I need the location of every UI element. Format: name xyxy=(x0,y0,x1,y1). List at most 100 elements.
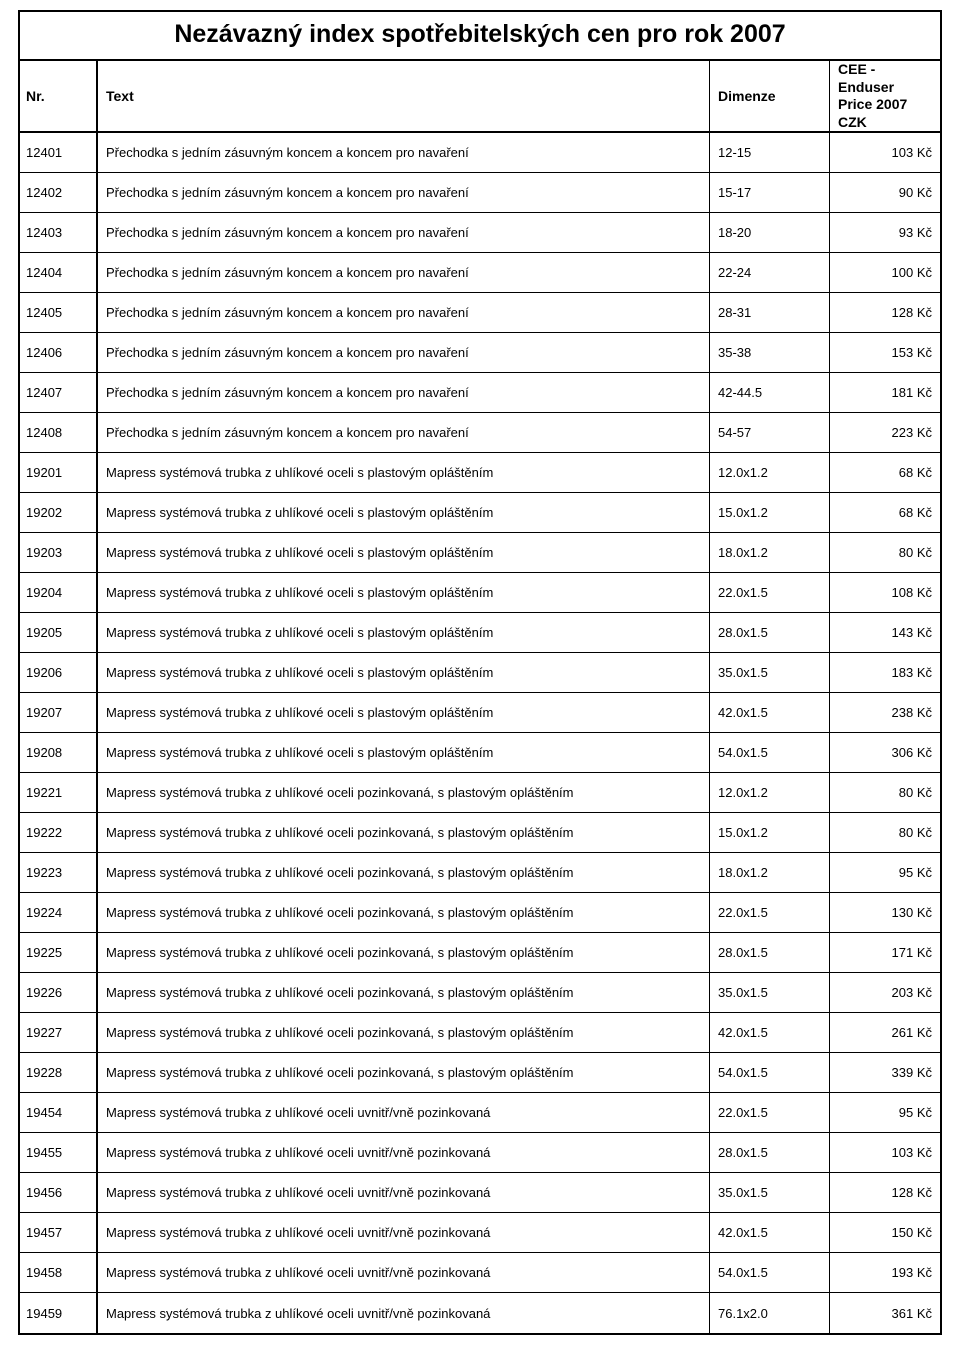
cell-dim: 15.0x1.2 xyxy=(710,493,830,532)
cell-price: 306 Kč xyxy=(830,733,940,772)
table-row: 19457Mapress systémová trubka z uhlíkové… xyxy=(20,1213,940,1253)
cell-nr: 19225 xyxy=(20,933,98,972)
cell-dim: 28.0x1.5 xyxy=(710,613,830,652)
cell-nr: 19457 xyxy=(20,1213,98,1252)
cell-dim: 42.0x1.5 xyxy=(710,1013,830,1052)
cell-text: Přechodka s jedním zásuvným koncem a kon… xyxy=(98,133,710,172)
cell-dim: 22.0x1.5 xyxy=(710,573,830,612)
cell-price: 100 Kč xyxy=(830,253,940,292)
cell-nr: 19208 xyxy=(20,733,98,772)
cell-nr: 19227 xyxy=(20,1013,98,1052)
table-row: 19223Mapress systémová trubka z uhlíkové… xyxy=(20,853,940,893)
table-header: Nr. Text Dimenze CEE - Enduser Price 200… xyxy=(20,61,940,133)
page-title: Nezávazný index spotřebitelských cen pro… xyxy=(20,20,940,49)
cell-price: 183 Kč xyxy=(830,653,940,692)
cell-nr: 19459 xyxy=(20,1293,98,1333)
table-row: 19227Mapress systémová trubka z uhlíkové… xyxy=(20,1013,940,1053)
cell-dim: 22.0x1.5 xyxy=(710,893,830,932)
cell-text: Přechodka s jedním zásuvným koncem a kon… xyxy=(98,253,710,292)
cell-dim: 15-17 xyxy=(710,173,830,212)
cell-nr: 19221 xyxy=(20,773,98,812)
cell-nr: 19204 xyxy=(20,573,98,612)
header-price: CEE - Enduser Price 2007 CZK xyxy=(830,61,940,131)
cell-price: 261 Kč xyxy=(830,1013,940,1052)
table-row: 19222Mapress systémová trubka z uhlíkové… xyxy=(20,813,940,853)
cell-text: Přechodka s jedním zásuvným koncem a kon… xyxy=(98,213,710,252)
cell-price: 361 Kč xyxy=(830,1293,940,1333)
cell-nr: 19222 xyxy=(20,813,98,852)
cell-text: Mapress systémová trubka z uhlíkové ocel… xyxy=(98,693,710,732)
cell-price: 95 Kč xyxy=(830,853,940,892)
cell-dim: 28.0x1.5 xyxy=(710,933,830,972)
cell-dim: 35.0x1.5 xyxy=(710,973,830,1012)
header-dim: Dimenze xyxy=(710,61,830,131)
cell-text: Přechodka s jedním zásuvným koncem a kon… xyxy=(98,373,710,412)
table-row: 19202Mapress systémová trubka z uhlíkové… xyxy=(20,493,940,533)
cell-nr: 19205 xyxy=(20,613,98,652)
cell-text: Mapress systémová trubka z uhlíkové ocel… xyxy=(98,1053,710,1092)
cell-dim: 15.0x1.2 xyxy=(710,813,830,852)
cell-dim: 54-57 xyxy=(710,413,830,452)
cell-text: Mapress systémová trubka z uhlíkové ocel… xyxy=(98,813,710,852)
cell-dim: 35-38 xyxy=(710,333,830,372)
cell-dim: 54.0x1.5 xyxy=(710,1253,830,1292)
cell-nr: 12401 xyxy=(20,133,98,172)
table-row: 12401Přechodka s jedním zásuvným koncem … xyxy=(20,133,940,173)
cell-price: 90 Kč xyxy=(830,173,940,212)
cell-price: 150 Kč xyxy=(830,1213,940,1252)
table-row: 19228Mapress systémová trubka z uhlíkové… xyxy=(20,1053,940,1093)
cell-dim: 22.0x1.5 xyxy=(710,1093,830,1132)
cell-nr: 19456 xyxy=(20,1173,98,1212)
cell-price: 108 Kč xyxy=(830,573,940,612)
table-row: 12407Přechodka s jedním zásuvným koncem … xyxy=(20,373,940,413)
cell-price: 95 Kč xyxy=(830,1093,940,1132)
cell-price: 171 Kč xyxy=(830,933,940,972)
cell-price: 223 Kč xyxy=(830,413,940,452)
cell-nr: 19228 xyxy=(20,1053,98,1092)
cell-dim: 18-20 xyxy=(710,213,830,252)
cell-nr: 12404 xyxy=(20,253,98,292)
table-row: 19207Mapress systémová trubka z uhlíkové… xyxy=(20,693,940,733)
cell-price: 68 Kč xyxy=(830,453,940,492)
cell-price: 80 Kč xyxy=(830,533,940,572)
cell-price: 80 Kč xyxy=(830,813,940,852)
cell-nr: 19226 xyxy=(20,973,98,1012)
cell-dim: 54.0x1.5 xyxy=(710,1053,830,1092)
cell-dim: 18.0x1.2 xyxy=(710,533,830,572)
cell-price: 193 Kč xyxy=(830,1253,940,1292)
table-row: 12408Přechodka s jedním zásuvným koncem … xyxy=(20,413,940,453)
cell-price: 128 Kč xyxy=(830,1173,940,1212)
cell-price: 238 Kč xyxy=(830,693,940,732)
table-row: 12402Přechodka s jedním zásuvným koncem … xyxy=(20,173,940,213)
cell-text: Mapress systémová trubka z uhlíkové ocel… xyxy=(98,1253,710,1292)
cell-text: Mapress systémová trubka z uhlíkové ocel… xyxy=(98,613,710,652)
cell-dim: 28.0x1.5 xyxy=(710,1133,830,1172)
cell-price: 93 Kč xyxy=(830,213,940,252)
cell-price: 128 Kč xyxy=(830,293,940,332)
cell-dim: 42.0x1.5 xyxy=(710,1213,830,1252)
table-row: 19225Mapress systémová trubka z uhlíkové… xyxy=(20,933,940,973)
cell-text: Mapress systémová trubka z uhlíkové ocel… xyxy=(98,933,710,972)
table-row: 19455Mapress systémová trubka z uhlíkové… xyxy=(20,1133,940,1173)
cell-nr: 12405 xyxy=(20,293,98,332)
cell-price: 143 Kč xyxy=(830,613,940,652)
cell-price: 181 Kč xyxy=(830,373,940,412)
cell-nr: 12406 xyxy=(20,333,98,372)
cell-dim: 28-31 xyxy=(710,293,830,332)
table-row: 19204Mapress systémová trubka z uhlíkové… xyxy=(20,573,940,613)
price-table: Nezávazný index spotřebitelských cen pro… xyxy=(18,10,942,1335)
cell-price: 339 Kč xyxy=(830,1053,940,1092)
cell-text: Přechodka s jedním zásuvným koncem a kon… xyxy=(98,333,710,372)
cell-text: Mapress systémová trubka z uhlíkové ocel… xyxy=(98,853,710,892)
cell-price: 203 Kč xyxy=(830,973,940,1012)
cell-nr: 19224 xyxy=(20,893,98,932)
cell-text: Mapress systémová trubka z uhlíkové ocel… xyxy=(98,973,710,1012)
table-row: 12404Přechodka s jedním zásuvným koncem … xyxy=(20,253,940,293)
cell-nr: 12402 xyxy=(20,173,98,212)
cell-text: Mapress systémová trubka z uhlíkové ocel… xyxy=(98,653,710,692)
cell-nr: 19455 xyxy=(20,1133,98,1172)
table-row: 19458Mapress systémová trubka z uhlíkové… xyxy=(20,1253,940,1293)
cell-text: Mapress systémová trubka z uhlíkové ocel… xyxy=(98,1173,710,1212)
cell-dim: 35.0x1.5 xyxy=(710,1173,830,1212)
table-row: 19205Mapress systémová trubka z uhlíkové… xyxy=(20,613,940,653)
